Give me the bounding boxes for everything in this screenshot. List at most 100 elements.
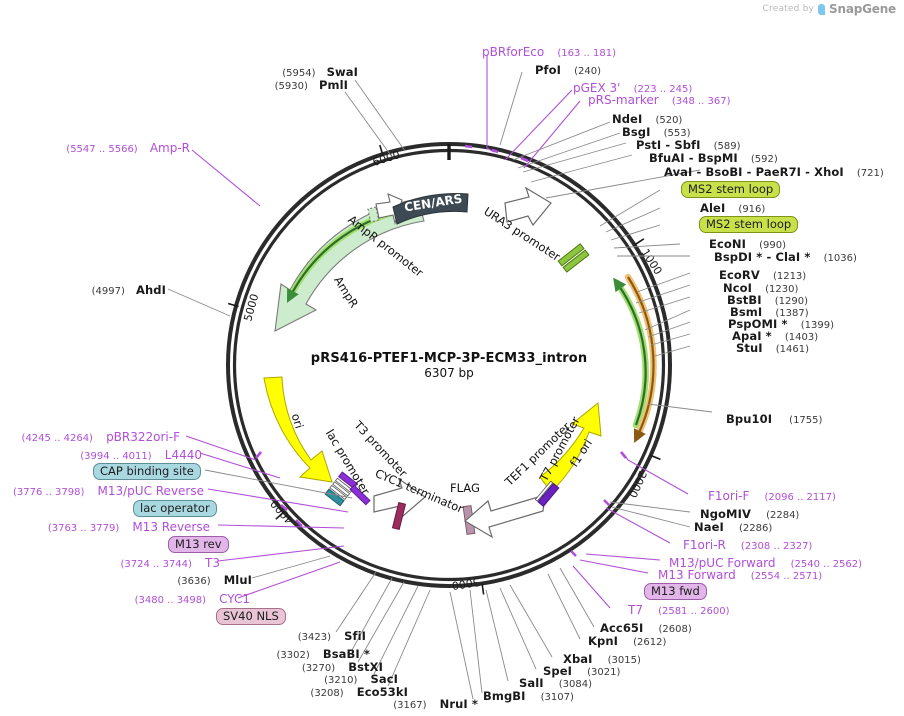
label-salI[interactable]: SalI (3084) [519, 674, 592, 691]
feature-cen-ars[interactable] [392, 193, 469, 225]
label-bsabI[interactable]: (3302) BsaBI * [170, 645, 370, 662]
label-pfoI-name: PfoI [535, 63, 562, 77]
label-bstbI-name: BstBI [727, 293, 762, 307]
label-swaI-position: (5954) [282, 68, 316, 79]
label-l4440-position: (3994 .. 4011) [80, 451, 152, 462]
label-bsgI[interactable]: BsgI (553) [622, 123, 691, 140]
tag-ms2-stem-loop-1[interactable]: MS2 stem loop [681, 181, 781, 199]
label-m13-puc-reverse-name: M13/pUC Reverse [97, 484, 205, 498]
label-bpu10I[interactable]: Bpu10I (1755) [726, 410, 822, 427]
feature-ticks-on-backbone [255, 144, 627, 557]
label-m13-puc-forward[interactable]: M13/pUC Forward (2540 .. 2562) [669, 554, 862, 571]
label-pbrforeco-position: (163 .. 181) [557, 48, 617, 59]
label-m13-puc-reverse-position: (3776 .. 3798) [12, 487, 85, 498]
feature-tef1-promoter[interactable] [463, 494, 546, 539]
label-pfoI[interactable]: PfoI (240) [535, 61, 601, 78]
label-speI[interactable]: SpeI (3021) [543, 662, 620, 679]
label-m13-forward-name: M13 Forward [658, 568, 736, 582]
feature-cyc1-terminator[interactable] [373, 477, 426, 531]
label-aleI[interactable]: AleI (916) [700, 199, 765, 216]
label-econI-name: EcoNI [709, 237, 746, 251]
label-m13-reverse[interactable]: (3763 .. 3779) M13 Reverse [0, 518, 210, 535]
tag-m13-fwd[interactable]: M13 fwd [644, 583, 707, 601]
label-avaI-bsobI-paer7I-xhoI[interactable]: AvaI - BsoBI - PaeR7I - XhoI (721) [664, 163, 884, 180]
label-stuI[interactable]: StuI (1461) [736, 339, 809, 356]
label-ncoI[interactable]: NcoI (1230) [723, 279, 798, 296]
label-amp-r-position: (5547 .. 5566) [66, 144, 138, 155]
label-naeI-name: NaeI [694, 520, 724, 534]
label-sfiI[interactable]: (3423) SfiI [166, 627, 366, 644]
label-aleI-position: (916) [738, 204, 766, 215]
feature-cluster-lac-t3[interactable] [324, 471, 371, 507]
feature-t7-promoter[interactable] [534, 480, 560, 507]
label-ngomiv-position: (2284) [766, 510, 800, 521]
label-eco53kI[interactable]: (3208) Eco53kI [208, 683, 408, 700]
feature-ms2-stem-loops[interactable] [557, 243, 590, 273]
label-apaI-name: ApaI * [732, 329, 772, 343]
label-bstxI[interactable]: (3270) BstXI [183, 658, 383, 675]
label-t3-primer-position: (3724 .. 3744) [120, 559, 192, 570]
feature-ori[interactable] [263, 376, 333, 483]
label-bmgbI-name: BmgBI [483, 689, 526, 703]
label-t3-primer[interactable]: (3724 .. 3744) T3 [0, 554, 220, 571]
label-mluI[interactable]: (3636) MluI [12, 571, 252, 588]
tag-cap-binding-site[interactable]: CAP binding site [93, 463, 201, 481]
feature-ura3-promoter[interactable] [504, 186, 552, 227]
label-sacI[interactable]: (3210) SacI [198, 670, 398, 687]
label-pgex3[interactable]: pGEX 3' (223 .. 245) [573, 79, 692, 96]
label-cyc1[interactable]: (3480 .. 3498) CYC1 [0, 590, 250, 607]
label-bstxI-position: (3270) [301, 663, 336, 674]
label-m13-puc-reverse[interactable]: (3776 .. 3798) M13/pUC Reverse [0, 482, 204, 499]
label-pbrforeco[interactable]: pBRforEco (163 .. 181) [482, 43, 616, 60]
label-sacI-position: (3210) [324, 675, 358, 686]
tag-sv40-nls[interactable]: SV40 NLS [216, 608, 286, 626]
label-amp-r[interactable]: (5547 .. 5566) Amp-R [0, 139, 190, 156]
label-f1ori-f-position: (2096 .. 2117) [764, 492, 836, 503]
label-bfuaI-bspmI-name: BfuAI - BspMI [649, 151, 738, 165]
label-t7-primer[interactable]: T7 (2581 .. 2600) [628, 601, 729, 618]
label-pspomI[interactable]: PspOMI * (1399) [728, 315, 834, 332]
label-pstI-sbfI-name: PstI - SbfI [636, 138, 701, 152]
label-pstI-sbfI[interactable]: PstI - SbfI (589) [636, 136, 741, 153]
label-ahdI[interactable]: (4997) AhdI [0, 281, 166, 298]
label-bmgbI[interactable]: BmgBI (3107) [483, 687, 574, 704]
label-bfuaI-bspmI[interactable]: BfuAI - BspMI (592) [649, 149, 778, 166]
label-xbaI[interactable]: XbaI (3015) [563, 650, 641, 667]
label-bstbI[interactable]: BstBI (1290) [727, 291, 808, 308]
label-econI-position: (990) [759, 240, 786, 251]
label-econI[interactable]: EcoNI (990) [709, 235, 786, 252]
label-m13-forward[interactable]: M13 Forward (2554 .. 2571) [658, 566, 822, 583]
label-pmlI-position: (5930) [274, 81, 308, 92]
label-pbr322ori-f[interactable]: (4245 .. 4264) pBR322ori-F [0, 428, 180, 445]
tag-m13-rev[interactable]: M13 rev [168, 536, 229, 554]
label-f1ori-r[interactable]: F1ori-R (2308 .. 2327) [683, 536, 812, 553]
label-nruI[interactable]: (3167) NruI * [278, 695, 478, 712]
label-naeI[interactable]: NaeI (2286) [694, 518, 772, 535]
tag-lac-operator[interactable]: lac operator [133, 500, 217, 518]
label-bspdI-claI[interactable]: BspDI * - ClaI * (1036) [714, 248, 857, 265]
label-t7-primer-position: (2581 .. 2600) [658, 606, 730, 617]
label-m13-reverse-position: (3763 .. 3779) [47, 523, 120, 534]
label-acc65I[interactable]: Acc65I (2608) [600, 619, 692, 636]
feature-f1-ori[interactable] [539, 402, 602, 493]
label-bsmI[interactable]: BsmI (1387) [730, 303, 809, 320]
label-ngomiv[interactable]: NgoMIV (2284) [700, 505, 799, 522]
feature-intron-arcs[interactable] [613, 273, 657, 443]
label-ngomiv-name: NgoMIV [700, 507, 751, 521]
label-prs-marker-position: (348 .. 367) [671, 96, 731, 107]
label-l4440[interactable]: (3994 .. 4011) L4440 [0, 446, 202, 463]
label-cyc1-name: CYC1 [219, 592, 250, 606]
tag-ms2-stem-loop-2[interactable]: MS2 stem loop [699, 216, 799, 234]
label-ecorv[interactable]: EcoRV (1213) [719, 266, 806, 283]
label-kpnI[interactable]: KpnI (2612) [588, 632, 666, 649]
label-swaI[interactable]: (5954) SwaI [58, 63, 358, 80]
label-prs-marker[interactable]: pRS-marker (348 .. 367) [588, 91, 731, 108]
label-nruI-name: NruI * [439, 697, 478, 711]
label-ndeI-position: (520) [655, 115, 683, 126]
label-apaI[interactable]: ApaI * (1403) [732, 327, 818, 344]
label-pmlI[interactable]: (5930) PmlI [48, 76, 348, 93]
label-f1ori-f[interactable]: F1ori-F (2096 .. 2117) [708, 487, 836, 504]
plasmid-title-block: pRS416-PTEF1-MCP-3P-ECM33_intron 6307 bp [249, 351, 649, 380]
label-ndeI[interactable]: NdeI (520) [612, 110, 682, 127]
